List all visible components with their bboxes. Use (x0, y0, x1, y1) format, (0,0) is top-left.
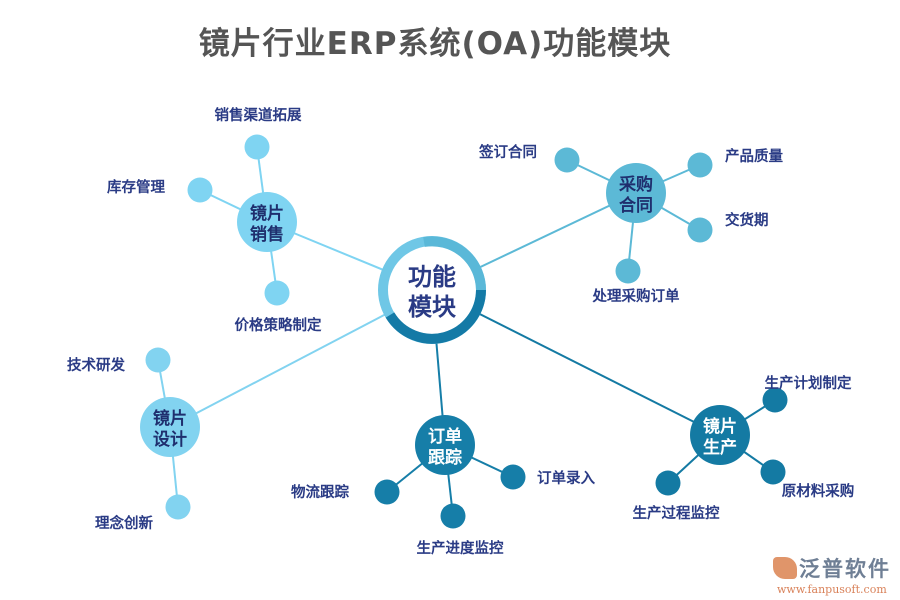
leaf-label: 销售渠道拓展 (215, 106, 302, 124)
logo: 泛普软件 www.fanpusoft.com (765, 553, 895, 596)
leaf-node (655, 470, 681, 496)
hub-node-sales (237, 192, 297, 252)
leaf-node (165, 494, 191, 520)
leaf-node (500, 464, 526, 490)
hub-label: 镜片 (250, 203, 284, 224)
hub-label: 采购 (618, 174, 653, 195)
leaf-label: 生产进度监控 (417, 539, 504, 557)
leaf-node (687, 217, 713, 243)
hub-node-production (690, 405, 750, 465)
center-label: 功能 (408, 263, 456, 291)
leaf-node (264, 280, 290, 306)
leaf-node (760, 459, 786, 485)
hub-node-order (415, 415, 475, 475)
logo-name: 泛普软件 (799, 557, 891, 581)
hub-label: 销售 (250, 224, 284, 245)
logo-url: www.fanpusoft.com (777, 583, 887, 596)
hub-label: 跟踪 (428, 447, 462, 468)
leaf-label: 原材料采购 (782, 482, 855, 500)
leaf-node (687, 152, 713, 178)
leaf-node (244, 134, 270, 160)
leaf-node (145, 347, 171, 373)
leaf-label: 技术研发 (67, 356, 125, 374)
hub-label: 生产 (703, 437, 737, 458)
center-ring-mid (423, 236, 486, 291)
hub-label: 镜片 (703, 416, 737, 437)
logo-icon (773, 557, 797, 579)
leaf-label: 处理采购订单 (592, 287, 680, 305)
hub-label: 订单 (428, 426, 462, 447)
center-ring-dark (385, 289, 486, 344)
leaf-node (187, 177, 213, 203)
hub-label: 镜片 (153, 408, 187, 429)
page-title: 镜片行业ERP系统(OA)功能模块 (198, 26, 672, 62)
leaf-label: 签订合同 (478, 143, 537, 161)
leaf-node (762, 387, 788, 413)
hub-label: 设计 (153, 429, 187, 450)
leaf-label: 物流跟踪 (291, 483, 349, 501)
hub-node-design (140, 397, 200, 457)
center-node: 功能模块 (378, 236, 486, 344)
leaf-label: 交货期 (725, 211, 769, 229)
hub-node-purchase (606, 163, 666, 223)
leaf-node (554, 147, 580, 173)
leaf-node (374, 479, 400, 505)
leaf-label: 生产过程监控 (633, 504, 720, 522)
leaf-label: 库存管理 (107, 178, 165, 196)
center-label: 模块 (408, 293, 456, 321)
leaf-label: 订单录入 (537, 469, 595, 487)
leaf-label: 理念创新 (95, 514, 153, 532)
leaf-label: 价格策略制定 (235, 316, 322, 334)
leaf-node (615, 258, 641, 284)
leaf-label: 产品质量 (725, 147, 783, 165)
leaf-node (440, 503, 466, 529)
hub-label: 合同 (619, 195, 653, 216)
leaf-label: 生产计划制定 (765, 374, 852, 392)
